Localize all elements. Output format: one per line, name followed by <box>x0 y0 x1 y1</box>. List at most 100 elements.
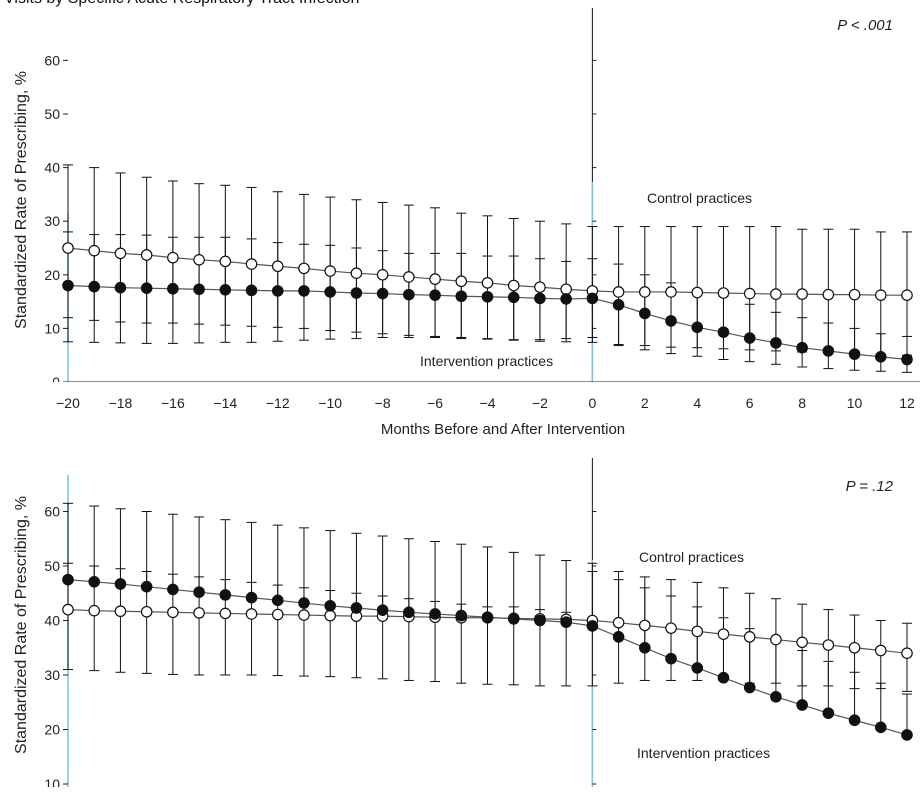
control-point <box>848 641 861 654</box>
intervention-point <box>534 292 546 305</box>
control-point <box>88 244 101 257</box>
intervention-point <box>770 690 782 703</box>
intervention-point <box>298 285 310 297</box>
control-point <box>167 251 179 264</box>
control-point <box>770 288 782 300</box>
p-value-annotation: P = .12 <box>846 478 894 495</box>
intervention-point <box>245 591 258 604</box>
intervention-point <box>874 351 887 363</box>
intervention-point <box>874 721 887 734</box>
control-point <box>193 607 205 619</box>
intervention-point <box>507 291 520 304</box>
x-tick-label: 10 <box>847 395 863 411</box>
control-point <box>219 255 232 268</box>
control-point <box>534 281 546 293</box>
intervention-point <box>743 332 756 344</box>
chart-panel-2: 10 20 30 40 50 60 Standardized Rate of Prescri… <box>13 458 913 787</box>
intervention-point <box>822 345 835 357</box>
control-point <box>62 603 74 616</box>
intervention-point <box>796 341 808 354</box>
control-practices-label: Control practices <box>647 190 752 206</box>
control-point <box>665 286 677 298</box>
intervention-point <box>167 282 179 295</box>
intervention-point <box>507 613 520 625</box>
intervention-point <box>639 641 651 654</box>
intervention-point <box>376 287 389 300</box>
y-tick-label: 50 <box>44 558 60 574</box>
control-point <box>901 647 913 659</box>
intervention-point <box>665 652 677 665</box>
intervention-point <box>665 315 677 327</box>
intervention-point <box>271 594 284 607</box>
control-point <box>271 608 284 621</box>
x-tick-label: 8 <box>798 395 806 411</box>
intervention-point <box>429 289 441 301</box>
control-point <box>193 253 205 266</box>
intervention-point <box>193 283 205 296</box>
control-point <box>665 622 677 634</box>
control-point <box>822 639 835 651</box>
intervention-point <box>140 282 153 294</box>
control-point <box>481 277 494 289</box>
control-point <box>639 619 651 632</box>
control-point <box>848 288 861 301</box>
intervention-point <box>114 578 127 590</box>
x-tick-label: 12 <box>899 395 915 411</box>
control-point <box>324 265 336 277</box>
p-value-annotation: P < .001 <box>837 17 893 34</box>
intervention-point <box>324 286 336 298</box>
x-tick-label: −20 <box>56 395 80 411</box>
control-point <box>874 289 887 301</box>
control-point <box>114 605 127 618</box>
x-axis-label: Months Before and After Intervention <box>381 421 625 438</box>
intervention-point <box>481 611 494 624</box>
x-tick-label: −10 <box>318 395 342 411</box>
y-tick-label: 10 <box>44 320 60 336</box>
x-tick-label: −16 <box>161 395 185 411</box>
plot-area-2: 10 20 30 40 50 60 <box>44 458 913 787</box>
intervention-point <box>691 662 704 674</box>
y-tick-label: 50 <box>44 106 60 122</box>
intervention-point <box>455 609 468 622</box>
y-tick-label: 10 <box>44 776 60 787</box>
intervention-point <box>403 288 415 301</box>
intervention-point <box>62 279 74 292</box>
figure-title: Visits by Specific Acute Respiratory Tra… <box>4 0 359 8</box>
control-point <box>62 242 74 254</box>
intervention-point <box>350 602 363 614</box>
control-point <box>245 608 258 620</box>
intervention-point <box>219 284 232 296</box>
control-point <box>507 279 520 292</box>
control-point <box>612 616 625 629</box>
x-tick-label: 0 <box>588 395 596 411</box>
intervention-point <box>324 599 336 612</box>
y-tick-label: 20 <box>44 267 60 283</box>
intervention-point <box>717 671 730 684</box>
y-tick-label: 40 <box>44 613 60 629</box>
control-point <box>298 262 310 275</box>
intervention-point <box>403 606 415 619</box>
intervention-point <box>481 290 494 303</box>
intervention-point <box>586 292 599 305</box>
intervention-point <box>901 353 913 366</box>
control-point <box>796 288 808 300</box>
intervention-point <box>822 707 835 719</box>
intervention-point <box>140 580 153 593</box>
y-axis-label: Standardized Rate of Prescribing, % <box>13 496 30 754</box>
control-point <box>455 275 468 288</box>
control-point <box>612 286 625 298</box>
control-point <box>770 633 782 646</box>
intervention-point <box>219 589 232 601</box>
intervention-point <box>245 284 258 297</box>
control-point <box>639 286 651 298</box>
x-tick-label: −12 <box>266 395 290 411</box>
control-point <box>743 631 756 643</box>
x-tick-label: 2 <box>641 395 649 411</box>
control-point <box>167 606 179 619</box>
intervention-point <box>114 281 127 294</box>
intervention-point <box>88 576 101 588</box>
control-point <box>324 609 336 622</box>
control-point <box>245 258 258 270</box>
